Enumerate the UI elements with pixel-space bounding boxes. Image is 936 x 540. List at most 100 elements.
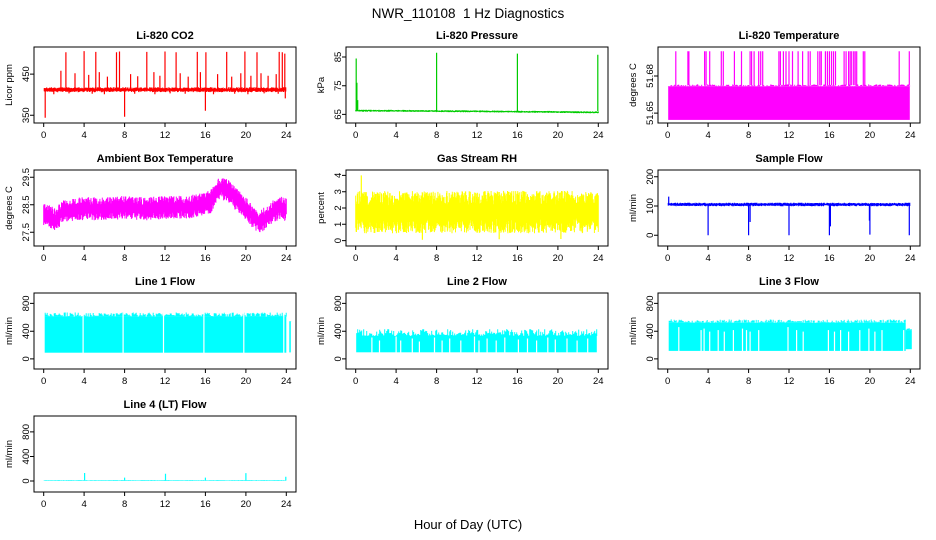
- svg-text:12: 12: [472, 130, 483, 141]
- svg-text:12: 12: [160, 376, 171, 387]
- svg-text:12: 12: [784, 253, 795, 264]
- svg-text:800: 800: [645, 295, 656, 311]
- panel-gas-stream-rh: Gas Stream RH 0 4 8 12 16 20 24 0 1 2 3 4 percent: [312, 147, 624, 270]
- svg-text:450: 450: [21, 66, 32, 82]
- svg-text:24: 24: [593, 130, 604, 141]
- svg-text:12: 12: [160, 499, 171, 510]
- svg-text:24: 24: [281, 253, 292, 264]
- svg-text:24: 24: [593, 253, 604, 264]
- panel-title-line4-lt-flow: Line 4 (LT) Flow: [123, 399, 207, 411]
- panel-title-li820-temperature: Li-820 Temperature: [738, 30, 840, 42]
- svg-text:4: 4: [393, 130, 398, 141]
- svg-text:20: 20: [553, 376, 564, 387]
- svg-text:85: 85: [333, 52, 344, 63]
- svg-text:100: 100: [645, 198, 656, 214]
- svg-text:0: 0: [665, 253, 670, 264]
- svg-text:400: 400: [21, 323, 32, 339]
- figure-x-axis-label: Hour of Day (UTC): [413, 517, 523, 532]
- svg-text:16: 16: [200, 499, 211, 510]
- svg-text:24: 24: [593, 376, 604, 387]
- panel-ambient-box-temperature: Ambient Box Temperature 0 4 8 12 16 20 24 27.5 2…: [0, 147, 312, 270]
- svg-text:0: 0: [353, 376, 358, 387]
- svg-text:0: 0: [645, 233, 656, 238]
- svg-text:16: 16: [824, 130, 835, 141]
- svg-text:20: 20: [241, 499, 252, 510]
- panel-title-li820-co2: Li-820 CO2: [136, 30, 194, 42]
- svg-text:0: 0: [41, 499, 46, 510]
- svg-text:20: 20: [865, 253, 876, 264]
- plot-li820-temperature: 0 4 8 12 16 20 24 51.65 51.68 degrees C: [628, 46, 921, 141]
- svg-text:4: 4: [393, 376, 398, 387]
- svg-text:12: 12: [160, 130, 171, 141]
- svg-text:8: 8: [434, 376, 439, 387]
- panel-li820-pressure: Li-820 Pressure 0 4 8 12 16 20 24 65 75 85 kPa: [312, 24, 624, 147]
- plot-line1-flow: 0 4 8 12 16 20 24 0 400 800 ml/min: [4, 292, 297, 387]
- svg-text:24: 24: [281, 499, 292, 510]
- svg-text:350: 350: [21, 107, 32, 123]
- svg-text:65: 65: [333, 109, 344, 120]
- svg-text:0: 0: [665, 376, 670, 387]
- plot-ambient-box-temperature: 0 4 8 12 16 20 24 27.5 28.5 29.5 degrees C: [4, 168, 297, 264]
- svg-text:28.5: 28.5: [21, 195, 32, 214]
- svg-text:16: 16: [200, 376, 211, 387]
- svg-text:16: 16: [512, 253, 523, 264]
- plot-line4-lt-flow: 0 4 8 12 16 20 24 0 400 800 ml/min: [4, 415, 297, 510]
- svg-text:29.5: 29.5: [21, 168, 32, 187]
- svg-text:20: 20: [553, 253, 564, 264]
- plot-li820-co2: 0 4 8 12 16 20 24 350 450 Licor ppm: [4, 46, 297, 141]
- svg-text:24: 24: [905, 376, 916, 387]
- svg-text:8: 8: [746, 376, 751, 387]
- svg-text:ml/min: ml/min: [628, 194, 639, 222]
- svg-text:8: 8: [434, 130, 439, 141]
- svg-text:27.5: 27.5: [21, 223, 32, 242]
- svg-text:16: 16: [200, 130, 211, 141]
- panel-li820-temperature: Li-820 Temperature 0 4 8 12 16 20 24 51.65 51.68…: [624, 24, 936, 147]
- panel-line3-flow: Line 3 Flow 0 4 8 12 16 20 24 0 400 800 ml/min: [624, 270, 936, 393]
- panel-title-sample-flow: Sample Flow: [755, 153, 823, 165]
- svg-text:24: 24: [905, 253, 916, 264]
- svg-text:0: 0: [353, 130, 358, 141]
- svg-text:8: 8: [122, 130, 127, 141]
- svg-text:400: 400: [645, 323, 656, 339]
- svg-text:400: 400: [21, 449, 32, 465]
- svg-text:4: 4: [81, 376, 86, 387]
- svg-text:8: 8: [746, 130, 751, 141]
- svg-text:4: 4: [333, 173, 344, 178]
- svg-text:20: 20: [865, 130, 876, 141]
- svg-text:12: 12: [160, 253, 171, 264]
- svg-text:24: 24: [281, 376, 292, 387]
- svg-text:4: 4: [705, 253, 710, 264]
- figure-title: NWR_110108 1 Hz Diagnostics: [371, 6, 565, 21]
- svg-text:16: 16: [512, 130, 523, 141]
- svg-text:Licor ppm: Licor ppm: [4, 64, 15, 106]
- plot-li820-pressure: 0 4 8 12 16 20 24 65 75 85 kPa: [316, 46, 609, 141]
- svg-text:0: 0: [353, 253, 358, 264]
- svg-text:16: 16: [200, 253, 211, 264]
- panel-sample-flow: Sample Flow 0 4 8 12 16 20 24 0 100 200 ml/min: [624, 147, 936, 270]
- svg-text:ml/min: ml/min: [628, 317, 639, 345]
- svg-text:12: 12: [784, 376, 795, 387]
- svg-text:0: 0: [665, 130, 670, 141]
- plot-sample-flow: 0 4 8 12 16 20 24 0 100 200 ml/min: [628, 169, 921, 264]
- svg-text:20: 20: [553, 130, 564, 141]
- svg-text:degrees C: degrees C: [4, 186, 15, 230]
- svg-text:800: 800: [21, 295, 32, 311]
- svg-text:51.68: 51.68: [645, 64, 656, 88]
- svg-text:4: 4: [81, 130, 86, 141]
- svg-text:12: 12: [472, 376, 483, 387]
- svg-text:8: 8: [122, 376, 127, 387]
- svg-text:2: 2: [333, 205, 344, 210]
- svg-text:kPa: kPa: [316, 76, 327, 93]
- svg-text:8: 8: [746, 253, 751, 264]
- svg-text:12: 12: [784, 130, 795, 141]
- panel-line2-flow: Line 2 Flow 0 4 8 12 16 20 24 0 400 800 ml/min: [312, 270, 624, 393]
- svg-text:16: 16: [824, 253, 835, 264]
- svg-text:0: 0: [41, 130, 46, 141]
- panel-title-gas-stream-rh: Gas Stream RH: [436, 153, 518, 165]
- svg-text:20: 20: [241, 376, 252, 387]
- svg-text:16: 16: [824, 376, 835, 387]
- panel-line4-lt-flow: Line 4 (LT) Flow 0 4 8 12 16 20 24 0 400 800 ml/mi…: [0, 393, 312, 516]
- svg-text:4: 4: [705, 376, 710, 387]
